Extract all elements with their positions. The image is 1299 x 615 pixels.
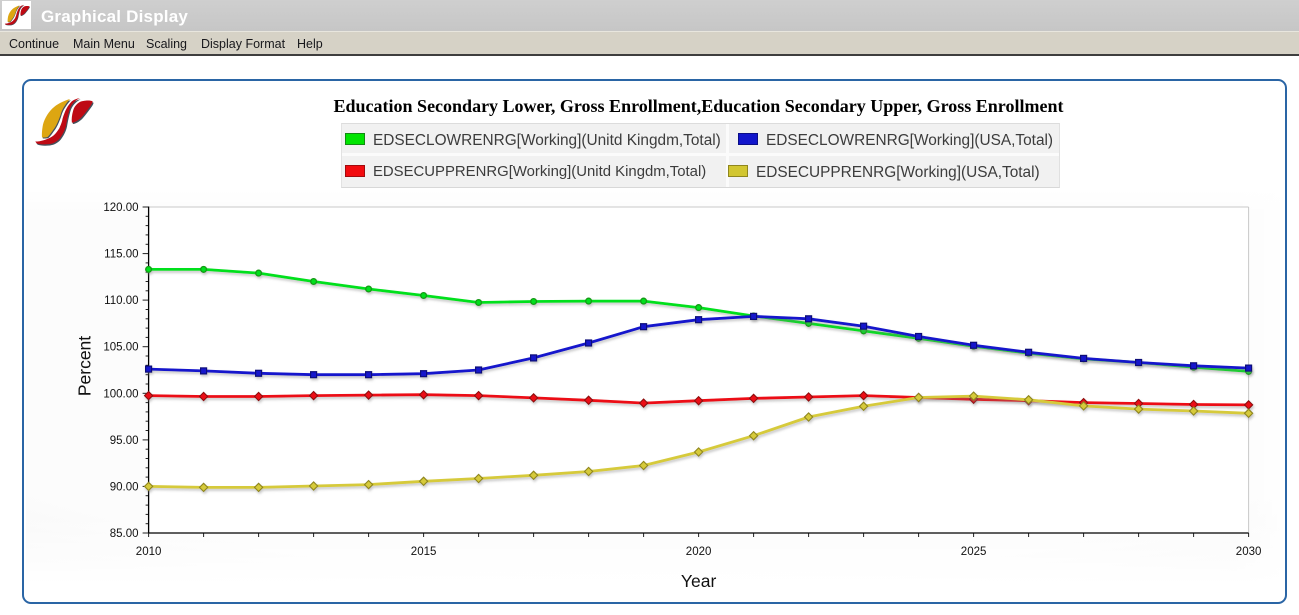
svg-text:2030: 2030 [1236,546,1262,558]
svg-text:2015: 2015 [411,546,437,558]
svg-text:2010: 2010 [136,546,162,558]
svg-text:Percent: Percent [75,336,95,396]
svg-text:90.00: 90.00 [110,481,139,493]
svg-text:120.00: 120.00 [103,202,138,214]
svg-text:2025: 2025 [961,546,987,558]
svg-text:105.00: 105.00 [103,342,138,354]
svg-text:2020: 2020 [686,546,712,558]
svg-text:100.00: 100.00 [103,388,138,400]
svg-text:110.00: 110.00 [104,295,138,307]
svg-text:95.00: 95.00 [110,435,139,447]
svg-text:Year: Year [681,571,717,591]
svg-text:115.00: 115.00 [104,249,138,261]
svg-text:85.00: 85.00 [110,528,139,540]
